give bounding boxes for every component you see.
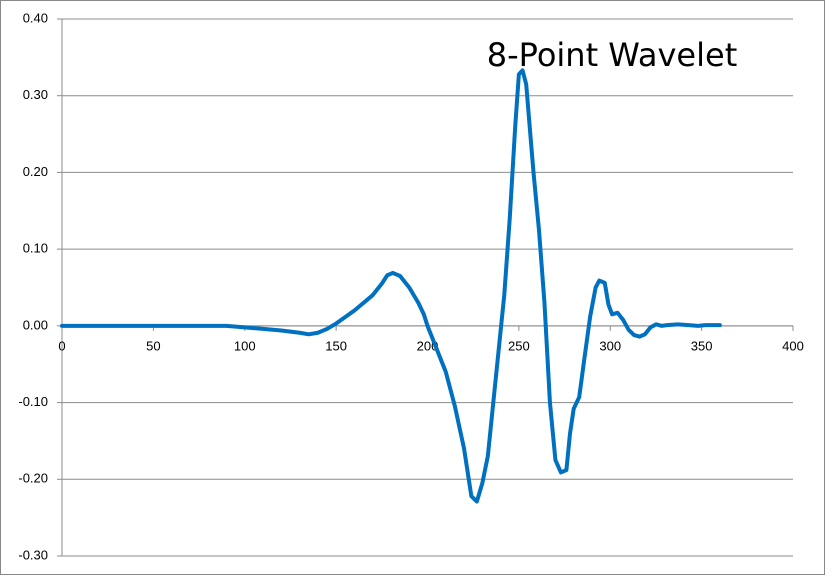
x-tick-label: 100 [234, 338, 256, 353]
y-tick-label: -0.20 [18, 471, 48, 486]
chart-title: 8-Point Wavelet [487, 36, 737, 74]
y-tick-label: 0.10 [23, 241, 48, 256]
y-tick-label: -0.30 [18, 547, 48, 562]
data-line [60, 68, 722, 504]
y-tick-label: 0.40 [23, 10, 48, 25]
x-tick-label: 300 [599, 338, 621, 353]
x-tick-label: 0 [58, 338, 65, 353]
x-tick-label: 150 [325, 338, 347, 353]
x-tick-label: 50 [146, 338, 160, 353]
x-tick-label: 350 [691, 338, 713, 353]
y-tick-label: 0.00 [23, 317, 48, 332]
y-tick-label: 0.30 [23, 87, 48, 102]
y-tick-label: -0.10 [18, 394, 48, 409]
x-tick-label: 250 [508, 338, 530, 353]
x-tick-label: 400 [782, 338, 804, 353]
y-tick-label: 0.20 [23, 164, 48, 179]
